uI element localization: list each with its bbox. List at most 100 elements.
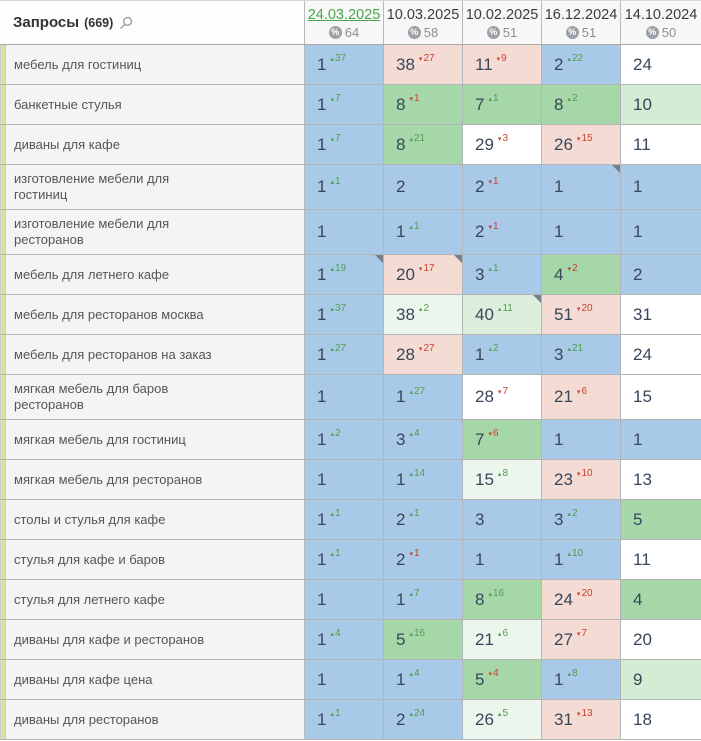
position-cell[interactable]: 29 ▾3 <box>463 125 542 164</box>
position-cell[interactable]: 26 ▾15 <box>542 125 621 164</box>
position-cell[interactable]: 1 ▴37 <box>305 295 384 334</box>
keyword-cell[interactable]: мебель для ресторанов на заказ <box>0 335 305 374</box>
position-cell[interactable]: 24 ▾20 <box>542 580 621 619</box>
position-cell[interactable]: 1 ▴8 <box>542 660 621 699</box>
keyword-cell[interactable]: мягкая мебель для баров ресторанов <box>0 375 305 419</box>
keyword-cell[interactable]: изготовление мебели для гостиниц <box>0 165 305 209</box>
search-icon[interactable] <box>119 16 133 30</box>
position-cell[interactable]: 1 <box>463 540 542 579</box>
position-cell[interactable]: 2 ▴22 <box>542 45 621 84</box>
position-cell[interactable]: 1 <box>305 210 384 254</box>
position-cell[interactable]: 1 <box>621 420 701 459</box>
position-cell[interactable]: 1 ▴7 <box>305 125 384 164</box>
position-cell[interactable]: 28 ▾27 <box>384 335 463 374</box>
position-cell[interactable]: 4 ▾2 <box>542 255 621 294</box>
position-cell[interactable]: 27 ▾7 <box>542 620 621 659</box>
position-cell[interactable]: 21 ▴6 <box>463 620 542 659</box>
position-cell[interactable]: 11 <box>621 125 701 164</box>
keyword-cell[interactable]: мягкая мебель для гостиниц <box>0 420 305 459</box>
position-cell[interactable]: 1 ▴10 <box>542 540 621 579</box>
position-cell[interactable]: 1 ▴7 <box>384 580 463 619</box>
position-cell[interactable]: 20 <box>621 620 701 659</box>
position-cell[interactable]: 31 <box>621 295 701 334</box>
position-cell[interactable]: 5 <box>621 500 701 539</box>
keyword-cell[interactable]: столы и стулья для кафе <box>0 500 305 539</box>
position-cell[interactable]: 1 ▴27 <box>384 375 463 419</box>
position-cell[interactable]: 1 ▴19 <box>305 255 384 294</box>
position-cell[interactable]: 1 <box>305 580 384 619</box>
position-cell[interactable]: 1 ▴1 <box>384 210 463 254</box>
position-cell[interactable]: 1 ▴2 <box>305 420 384 459</box>
keyword-cell[interactable]: стулья для летнего кафе <box>0 580 305 619</box>
position-cell[interactable]: 31 ▾13 <box>542 700 621 739</box>
position-cell[interactable]: 1 ▴37 <box>305 45 384 84</box>
position-cell[interactable]: 15 <box>621 375 701 419</box>
date-column-header[interactable]: 10.02.2025 % 51 <box>463 1 542 44</box>
position-cell[interactable]: 1 ▴1 <box>305 700 384 739</box>
position-cell[interactable]: 1 ▴7 <box>305 85 384 124</box>
position-cell[interactable]: 8 ▴21 <box>384 125 463 164</box>
position-cell[interactable]: 10 <box>621 85 701 124</box>
position-cell[interactable]: 1 ▴2 <box>463 335 542 374</box>
position-cell[interactable]: 1 <box>621 165 701 209</box>
position-cell[interactable]: 2 <box>621 255 701 294</box>
position-cell[interactable]: 24 <box>621 335 701 374</box>
date-column-header[interactable]: 10.03.2025 % 58 <box>384 1 463 44</box>
position-cell[interactable]: 3 ▴21 <box>542 335 621 374</box>
position-cell[interactable]: 1 <box>305 660 384 699</box>
keyword-cell[interactable]: банкетные стулья <box>0 85 305 124</box>
keyword-cell[interactable]: стулья для кафе и баров <box>0 540 305 579</box>
keyword-cell[interactable]: диваны для ресторанов <box>0 700 305 739</box>
position-cell[interactable]: 7 ▴1 <box>463 85 542 124</box>
position-cell[interactable]: 21 ▾6 <box>542 375 621 419</box>
position-cell[interactable]: 2 <box>384 165 463 209</box>
position-cell[interactable]: 1 ▴1 <box>305 540 384 579</box>
position-cell[interactable]: 3 ▴1 <box>463 255 542 294</box>
position-cell[interactable]: 7 ▾6 <box>463 420 542 459</box>
keyword-cell[interactable]: изготовление мебели для ресторанов <box>0 210 305 254</box>
date-column-header[interactable]: 16.12.2024 % 51 <box>542 1 621 44</box>
position-cell[interactable]: 5 ▾4 <box>463 660 542 699</box>
position-cell[interactable]: 1 ▴4 <box>384 660 463 699</box>
position-cell[interactable]: 1 <box>621 210 701 254</box>
position-cell[interactable]: 2 ▴1 <box>384 500 463 539</box>
position-cell[interactable]: 1 ▴27 <box>305 335 384 374</box>
keyword-cell[interactable]: диваны для кафе <box>0 125 305 164</box>
position-cell[interactable]: 28 ▾7 <box>463 375 542 419</box>
position-cell[interactable]: 4 <box>621 580 701 619</box>
position-cell[interactable]: 3 <box>463 500 542 539</box>
position-cell[interactable]: 1 ▴1 <box>305 500 384 539</box>
keyword-cell[interactable]: диваны для кафе цена <box>0 660 305 699</box>
keyword-cell[interactable]: мебель для ресторанов москва <box>0 295 305 334</box>
position-cell[interactable]: 2 ▾1 <box>463 210 542 254</box>
position-cell[interactable]: 38 ▾27 <box>384 45 463 84</box>
position-cell[interactable]: 13 <box>621 460 701 499</box>
keyword-cell[interactable]: диваны для кафе и ресторанов <box>0 620 305 659</box>
keyword-cell[interactable]: мебель для гостиниц <box>0 45 305 84</box>
position-cell[interactable]: 18 <box>621 700 701 739</box>
date-column-header[interactable]: 14.10.2024 % 50 <box>621 1 701 44</box>
keyword-cell[interactable]: мебель для летнего кафе <box>0 255 305 294</box>
position-cell[interactable]: 3 ▴4 <box>384 420 463 459</box>
position-cell[interactable]: 2 ▾1 <box>463 165 542 209</box>
position-cell[interactable]: 11 <box>621 540 701 579</box>
position-cell[interactable]: 26 ▴5 <box>463 700 542 739</box>
position-cell[interactable]: 51 ▾20 <box>542 295 621 334</box>
position-cell[interactable]: 2 ▾1 <box>384 540 463 579</box>
position-cell[interactable]: 24 <box>621 45 701 84</box>
position-cell[interactable]: 9 <box>621 660 701 699</box>
position-cell[interactable]: 8 ▴2 <box>542 85 621 124</box>
position-cell[interactable]: 40 ▴11 <box>463 295 542 334</box>
position-cell[interactable]: 1 <box>542 420 621 459</box>
position-cell[interactable]: 1 <box>542 210 621 254</box>
position-cell[interactable]: 1 <box>305 375 384 419</box>
position-cell[interactable]: 1 ▴1 <box>305 165 384 209</box>
position-cell[interactable]: 11 ▾9 <box>463 45 542 84</box>
position-cell[interactable]: 1 <box>305 460 384 499</box>
position-cell[interactable]: 1 <box>542 165 621 209</box>
position-cell[interactable]: 15 ▴8 <box>463 460 542 499</box>
position-cell[interactable]: 8 ▾1 <box>384 85 463 124</box>
position-cell[interactable]: 3 ▴2 <box>542 500 621 539</box>
position-cell[interactable]: 1 ▴14 <box>384 460 463 499</box>
keyword-cell[interactable]: мягкая мебель для ресторанов <box>0 460 305 499</box>
